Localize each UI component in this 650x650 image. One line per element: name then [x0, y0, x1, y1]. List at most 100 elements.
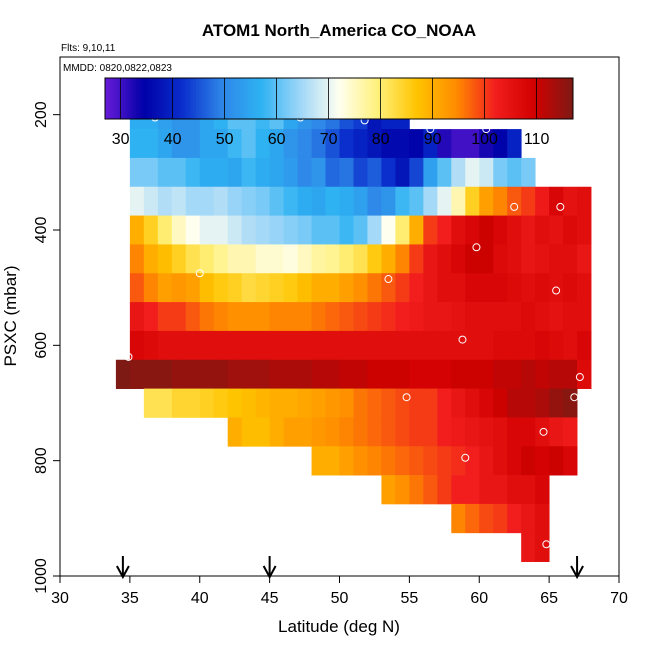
heatmap-cell: [535, 532, 550, 562]
heatmap-cell: [157, 129, 173, 159]
colorbar-tick-label: 80: [372, 131, 390, 148]
heatmap-cell: [241, 388, 257, 418]
x-tick-label: 70: [610, 590, 628, 607]
colorbar-segment: [266, 78, 270, 119]
heatmap-cell: [367, 157, 382, 188]
heatmap-cell: [577, 186, 592, 216]
heatmap-cell: [227, 359, 243, 389]
heatmap-cell: [185, 388, 201, 418]
x-tick-label: 35: [121, 590, 139, 607]
colorbar-segment: [357, 78, 361, 119]
heatmap-cell: [423, 388, 438, 418]
colorbar-segment: [528, 78, 532, 119]
colorbar-segment: [318, 78, 322, 119]
colorbar-segment: [508, 78, 512, 119]
heatmap-cell: [479, 129, 494, 159]
heatmap-cell: [185, 302, 201, 332]
heatmap-cell: [423, 302, 438, 332]
colorbar-segment: [123, 78, 127, 119]
colorbar-segment: [193, 78, 197, 119]
heatmap-cell: [437, 215, 452, 245]
colorbar-segment: [466, 78, 470, 119]
heatmap-cell: [143, 186, 159, 216]
y-tick-label: 1000: [33, 558, 50, 594]
heatmap-cell: [269, 273, 284, 303]
heatmap-cell: [395, 302, 410, 332]
colorbar-segment: [536, 78, 540, 119]
colorbar-segment: [115, 78, 119, 119]
sample-point: [552, 286, 561, 295]
heatmap-cell: [465, 388, 480, 418]
sample-point: [575, 373, 584, 382]
colorbar-segment: [541, 78, 545, 119]
heatmap-cells: [115, 100, 592, 562]
heatmap-cell: [143, 302, 159, 332]
heatmap-cell: [465, 244, 480, 274]
heatmap-cell: [479, 417, 494, 447]
heatmap-cell: [241, 417, 257, 447]
heatmap-cell: [563, 388, 578, 418]
heatmap-cell: [269, 302, 284, 332]
heatmap-cell: [353, 186, 368, 216]
heatmap-cell: [255, 215, 271, 245]
heatmap-cell: [129, 330, 145, 361]
heatmap-cell: [353, 417, 368, 447]
colorbar-segment: [305, 78, 309, 119]
sample-point: [402, 393, 411, 402]
heatmap-cell: [339, 129, 354, 159]
heatmap-cell: [269, 417, 284, 447]
heatmap-cell: [325, 157, 340, 188]
colorbar-segment: [258, 78, 262, 119]
heatmap-cell: [479, 186, 494, 216]
colorbar-segment: [328, 78, 332, 119]
heatmap-cell: [255, 244, 271, 274]
heatmap-cell: [549, 186, 564, 216]
heatmap-cell: [465, 157, 480, 188]
colorbar-segment: [352, 78, 356, 119]
heatmap-cell: [423, 359, 438, 389]
colorbar-segment: [157, 78, 161, 119]
colorbar-segment: [255, 78, 259, 119]
heatmap-cell: [451, 273, 466, 303]
heatmap-cell: [269, 186, 284, 216]
heatmap-cell: [227, 244, 243, 274]
colorbar-segment: [359, 78, 363, 119]
heatmap-cell: [255, 417, 271, 447]
colorbar-segment: [521, 78, 525, 119]
colorbar-segment: [294, 78, 298, 119]
colorbar-segment: [292, 78, 296, 119]
heatmap-cell: [395, 417, 410, 447]
heatmap-cell: [549, 273, 564, 303]
heatmap-cell: [269, 215, 284, 245]
heatmap-cell: [269, 129, 284, 159]
heatmap-cell: [199, 273, 215, 303]
colorbar-segment: [450, 78, 454, 119]
heatmap-cell: [367, 330, 382, 361]
colorbar-segment: [370, 78, 374, 119]
colorbar-segment: [549, 78, 553, 119]
flight-markers: [116, 556, 584, 580]
colorbar-segment: [110, 78, 114, 119]
heatmap-cell: [367, 302, 382, 332]
colorbar-segment: [393, 78, 397, 119]
heatmap-cell: [521, 388, 536, 418]
colorbar-segment: [211, 78, 215, 119]
heatmap-cell: [437, 388, 452, 418]
colorbar-segment: [276, 78, 280, 119]
heatmap-cell: [283, 186, 298, 216]
heatmap-cell: [367, 417, 382, 447]
heatmap-cell: [563, 330, 578, 361]
heatmap-cell: [185, 186, 201, 216]
heatmap-cell: [185, 244, 201, 274]
heatmap-cell: [395, 244, 410, 274]
colorbar-segment: [398, 78, 402, 119]
heatmap-cell: [185, 129, 201, 159]
colorbar-segment: [185, 78, 189, 119]
colorbar-segment: [227, 78, 231, 119]
heatmap-cell: [171, 359, 187, 389]
colorbar-segment: [539, 78, 543, 119]
heatmap-cell: [507, 273, 522, 303]
heatmap-cell: [409, 302, 424, 332]
x-axis-label: Latitude (deg N): [278, 617, 400, 636]
sample-point: [384, 275, 393, 284]
